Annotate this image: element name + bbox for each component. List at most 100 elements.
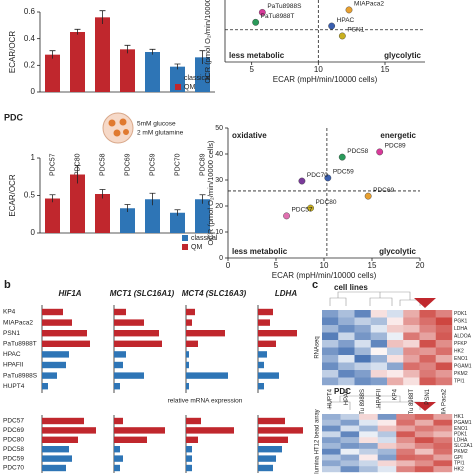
- heat-cell: [403, 362, 420, 371]
- heat-cell: [387, 332, 404, 341]
- x-tick-label: 10: [320, 261, 329, 270]
- heat-cell: [419, 355, 436, 363]
- heat-cell: [396, 419, 416, 426]
- panel-title: LDHA: [275, 289, 297, 298]
- heat-cell: [435, 310, 453, 318]
- heat-cell: [403, 370, 420, 378]
- y-tick-label: 50: [215, 125, 223, 132]
- x-tick-label: PDC69: [124, 153, 131, 176]
- row-label: LDHA: [454, 326, 468, 332]
- heat-cell: [354, 317, 371, 326]
- bar: [42, 372, 57, 379]
- column-label: HPAC: [344, 388, 350, 405]
- bar: [42, 319, 72, 326]
- heat-cell: [354, 347, 371, 356]
- bar: [170, 212, 185, 233]
- bar: [45, 198, 60, 233]
- heat-cell: [377, 454, 397, 461]
- error-bar: [74, 165, 81, 184]
- heat-cell: [435, 325, 453, 333]
- heat-cell: [370, 310, 388, 318]
- heat-cell: [396, 431, 416, 438]
- bar: [258, 417, 285, 425]
- quadrant-label: less metabolic: [229, 51, 285, 60]
- heat-cell: [433, 419, 453, 426]
- heat-cell: [403, 317, 420, 326]
- bar: [114, 464, 120, 472]
- bar: [195, 199, 210, 233]
- heat-cell: [359, 448, 378, 455]
- error-bar: [49, 50, 56, 59]
- heat-cell: [419, 362, 436, 371]
- point-label: PaTu8988T: [261, 13, 295, 20]
- y-tick-label: 0: [31, 87, 36, 96]
- heat-cell: [340, 454, 360, 461]
- heat-cell: [370, 377, 388, 386]
- point-label: PDC89: [385, 143, 406, 150]
- heat-cell: [433, 466, 453, 473]
- bar: [114, 340, 162, 347]
- chart-title: cell lines: [334, 283, 368, 292]
- bar: [186, 417, 201, 425]
- x-axis-label: ECAR (mpH/min/10000 cells): [272, 271, 377, 280]
- y-tick-label: 10: [215, 229, 223, 236]
- bar: [186, 427, 234, 434]
- heat-cell: [403, 355, 420, 363]
- heat-cell: [377, 466, 397, 473]
- heat-cell: [322, 332, 339, 341]
- y-tick-label: 20: [215, 203, 223, 210]
- panel-title: HIF1A: [58, 289, 81, 298]
- heat-cell: [433, 460, 453, 467]
- bar: [186, 319, 192, 326]
- heat-cell: [419, 325, 436, 333]
- error-bar: [149, 48, 156, 55]
- y-tick-label: 0.5: [24, 191, 36, 200]
- x-tick-label: 5: [274, 261, 279, 270]
- heat-cell: [322, 466, 341, 473]
- row-label: LDHA: [454, 437, 468, 443]
- annotation: 2 mM glutamine: [137, 130, 184, 137]
- bar: [258, 455, 276, 462]
- row-label: PDC80: [3, 437, 24, 444]
- quadrant-label: energetic: [380, 131, 416, 140]
- error-bar: [174, 209, 181, 216]
- heat-cell: [370, 340, 388, 348]
- heat-cell: [354, 355, 371, 363]
- heat-cell: [354, 362, 371, 371]
- y-tick-label: 1: [31, 153, 36, 162]
- row-label: PDC59: [3, 455, 24, 462]
- bar: [258, 372, 279, 379]
- heat-cell: [414, 466, 434, 473]
- heat-cell: [377, 425, 397, 432]
- heat-cell: [414, 448, 434, 455]
- bar: [114, 361, 123, 369]
- row-label: SLC2A1: [454, 443, 473, 449]
- point-label: MIAPaca2: [354, 1, 384, 8]
- heat-cell: [433, 425, 453, 432]
- legend-label: QM: [184, 84, 195, 91]
- panel-letter: b: [4, 279, 11, 291]
- heat-cell: [403, 377, 420, 386]
- y-axis-label: OCR (pmol O₂/min/10000 cells): [203, 0, 212, 84]
- row-label: HPAC: [3, 351, 21, 358]
- heat-cell: [338, 370, 355, 378]
- heat-cell: [370, 355, 388, 363]
- row-label: PKM2: [454, 371, 468, 377]
- error-bar: [149, 192, 156, 206]
- row-label: ENO1: [454, 426, 468, 432]
- heat-cell: [414, 419, 434, 426]
- bar: [186, 446, 192, 453]
- heat-cell: [322, 370, 339, 378]
- heat-cell: [340, 437, 360, 444]
- heat-cell: [433, 448, 453, 455]
- point-label: HPAC: [337, 17, 355, 24]
- error-bar: [99, 10, 106, 24]
- bar: [258, 427, 303, 434]
- bar: [42, 351, 69, 358]
- column-label: HPAFII: [376, 389, 382, 408]
- row-label: PaTu8988S: [3, 372, 38, 379]
- error-bar: [124, 204, 131, 212]
- bar: [42, 340, 90, 347]
- point-label: PDC58: [347, 148, 368, 155]
